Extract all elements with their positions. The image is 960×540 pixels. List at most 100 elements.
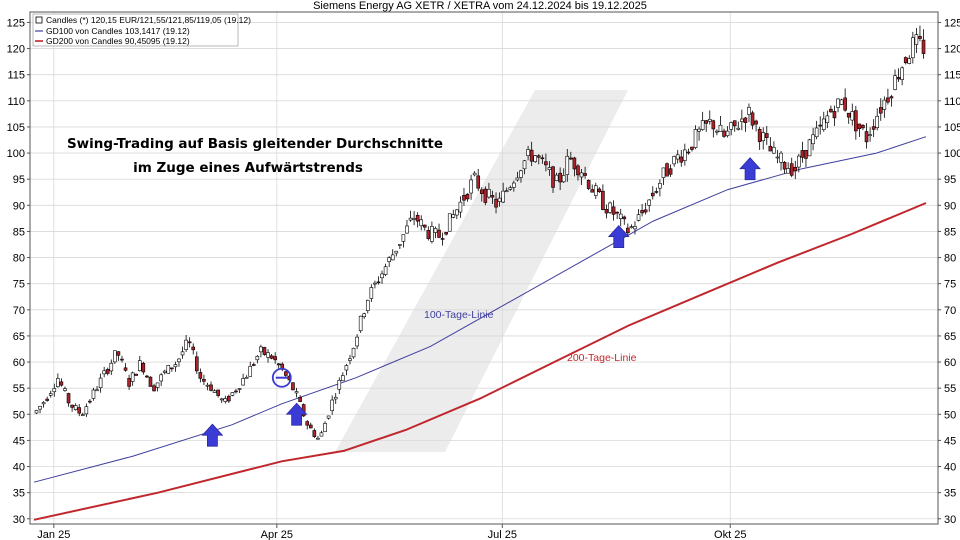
- candle-up: [907, 58, 912, 64]
- y-tick-label-left: 95: [13, 174, 25, 186]
- candle-up: [344, 365, 349, 371]
- candle-down: [127, 378, 131, 387]
- candle-up: [839, 99, 844, 105]
- candle-up: [672, 156, 676, 165]
- candle-up: [447, 213, 452, 232]
- candle-up: [458, 201, 463, 213]
- buy-arrow-icon: [201, 423, 224, 447]
- candle-up: [512, 182, 516, 188]
- candle-up: [487, 189, 491, 198]
- y-tick-label-right: 70: [944, 305, 956, 317]
- candle-down: [846, 112, 851, 118]
- candle-up: [561, 175, 566, 183]
- candle-up: [519, 170, 523, 178]
- candle-down: [654, 191, 659, 193]
- candle-down: [896, 77, 901, 80]
- chart-title: Siemens Energy AG XETR / XETRA vom 24.12…: [313, 0, 647, 12]
- candle-down: [668, 168, 673, 175]
- x-tick-label: Apr 25: [261, 529, 293, 540]
- candle-down: [312, 430, 317, 437]
- candle-up: [390, 254, 395, 261]
- label-100-day-line: 100-Tage-Linie: [424, 309, 494, 321]
- candle-down: [462, 194, 466, 201]
- candle-up: [893, 75, 897, 90]
- candle-down: [529, 149, 534, 162]
- candle-up: [180, 351, 185, 356]
- candle-down: [583, 173, 587, 176]
- y-tick-label-left: 75: [13, 279, 25, 291]
- candle-down: [622, 216, 627, 220]
- candle-down: [886, 97, 890, 103]
- candle-down: [832, 111, 837, 119]
- candle-down: [66, 393, 71, 404]
- candle-down: [626, 227, 630, 234]
- candle-up: [405, 225, 409, 234]
- candle-up: [700, 120, 705, 130]
- candle-down: [194, 356, 199, 372]
- candle-up: [508, 187, 513, 190]
- candle-up: [430, 226, 434, 242]
- signal-markers: [201, 157, 761, 447]
- candle-up: [747, 106, 751, 115]
- candle-up: [73, 405, 78, 410]
- y-tick-label-left: 40: [13, 462, 25, 474]
- candle-up: [259, 346, 263, 353]
- y-tick-label-left: 65: [13, 331, 25, 343]
- candle-up: [715, 130, 719, 133]
- candle-up: [821, 118, 826, 130]
- candle-down: [45, 398, 49, 401]
- legend: Candles (*) 120,15 EUR/121,55/121,85/119…: [32, 13, 251, 47]
- y-tick-label-right: 30: [944, 514, 956, 526]
- candle-up: [836, 98, 840, 108]
- candle-down: [576, 165, 580, 176]
- candle-up: [102, 370, 106, 375]
- candle-up: [593, 185, 598, 196]
- y-tick-label-right: 95: [944, 174, 956, 186]
- candle-down: [305, 421, 310, 426]
- annotation-subline: im Zuge eines Aufwärtstrends: [133, 160, 363, 176]
- candle-up: [412, 218, 416, 220]
- candle-down: [234, 390, 238, 393]
- candle-up: [636, 214, 641, 221]
- candle-up: [526, 149, 530, 157]
- candle-up: [98, 377, 103, 388]
- candle-down: [88, 400, 92, 403]
- candle-up: [383, 266, 388, 275]
- y-tick-label-right: 125: [944, 17, 960, 29]
- y-tick-label-right: 55: [944, 383, 956, 395]
- candle-down: [298, 396, 302, 402]
- candle-up: [109, 362, 114, 372]
- y-tick-label-right: 85: [944, 226, 956, 238]
- candle-up: [223, 398, 228, 402]
- y-tick-label-right: 105: [944, 122, 960, 134]
- candle-up: [882, 99, 887, 110]
- candle-down: [483, 188, 488, 203]
- candle-down: [750, 112, 755, 126]
- candle-up: [533, 155, 538, 163]
- candle-up: [875, 115, 880, 129]
- candle-down: [829, 108, 833, 113]
- candle-down: [276, 363, 281, 366]
- candle-down: [105, 369, 110, 374]
- candle-down: [152, 385, 156, 392]
- y-axis: 30 30 35 35 40 40 45 45 50 50 55 55 60 60 65 65 70 70 75 75…: [7, 17, 960, 525]
- candle-up: [394, 250, 399, 254]
- candle-up: [80, 414, 85, 417]
- candle-up: [469, 179, 473, 194]
- candle-up: [212, 390, 217, 393]
- candle-up: [825, 115, 830, 124]
- candle-down: [857, 123, 862, 130]
- y-tick-label-right: 100: [944, 148, 960, 160]
- candle-down: [536, 155, 541, 158]
- y-tick-label-right: 35: [944, 488, 956, 500]
- y-tick-label-right: 115: [944, 70, 960, 82]
- candle-up: [451, 214, 456, 218]
- candle-down: [601, 190, 605, 210]
- candle-down: [269, 355, 274, 359]
- candle-down: [70, 404, 74, 408]
- candle-down: [640, 210, 644, 214]
- candle-down: [209, 384, 213, 391]
- x-axis: Jan 25 Apr 25 Jul 25 Okt 25: [37, 524, 746, 540]
- candle-down: [123, 367, 128, 371]
